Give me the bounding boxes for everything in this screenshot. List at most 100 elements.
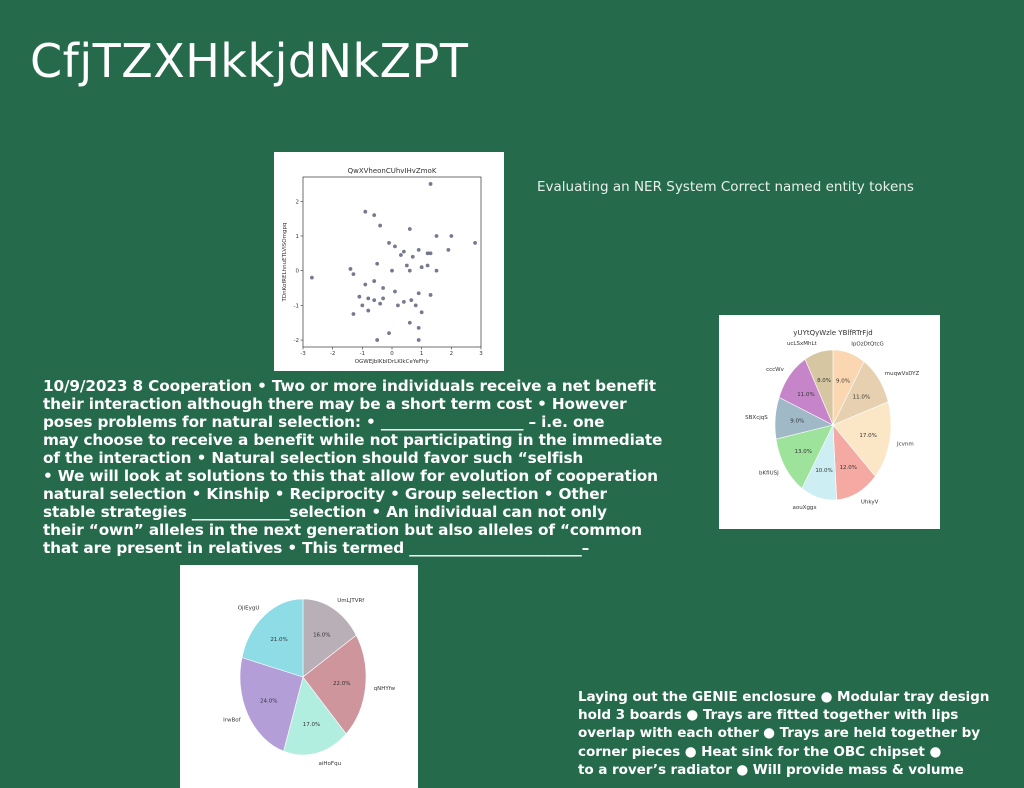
slice-percent-label: 10.0%: [815, 468, 832, 474]
paragraph-line: natural selection • Kinship • Reciprocit…: [43, 485, 607, 503]
scatter-point: [404, 263, 409, 268]
slice-category-label: IpOzDtQtcG: [851, 342, 884, 348]
scatter-point: [428, 251, 433, 256]
scatter-point: [387, 241, 391, 245]
scatter-point: [449, 234, 454, 238]
scatter-point: [419, 265, 424, 270]
scatter-point: [425, 263, 430, 268]
slice-category-label: Jcvnm: [896, 441, 914, 447]
paragraph-line: poses problems for natural selection: • …: [43, 413, 605, 431]
y-tick-label: 2: [296, 199, 300, 205]
x-tick-label: -2: [330, 351, 335, 357]
pie-chart-2: 16.0% UmLJTVRf 22.0% qNHYfw 17.0% aiHoFqu 24.0…: [223, 598, 396, 767]
slide-title: CfjTZXHkkjdNkZPT: [30, 34, 469, 88]
pie-chart-image-1: yUYtQyWzle YBlfRTrFjd 9.0% IpOzDtQtcG 11.0%…: [719, 315, 940, 529]
scatter-point: [360, 303, 365, 308]
scatter-point: [357, 294, 362, 299]
scatter-point: [416, 326, 421, 330]
slice-percent-label: 13.0%: [795, 449, 812, 455]
scatter-point: [419, 310, 424, 315]
x-tick-label: -1: [360, 351, 365, 357]
slice-percent-label: 12.0%: [840, 465, 857, 471]
scatter-point: [378, 301, 383, 306]
scatter-point: [413, 303, 418, 308]
x-tick-label: -3: [300, 351, 306, 357]
slice-percent-label: 17.0%: [303, 722, 320, 728]
scatter-point: [434, 234, 439, 238]
slice-category-label: bKfIUSJ: [759, 471, 779, 477]
pie-slice: [832, 401, 892, 477]
slice-percent-label: 16.0%: [313, 633, 330, 639]
scatter-point: [416, 291, 421, 296]
scatter-point: [401, 299, 406, 304]
scatter-point: [366, 296, 371, 301]
x-tick-label: 0: [390, 351, 394, 357]
x-tick-label: 2: [450, 351, 454, 357]
paragraph-line: to a rover’s radiator ● Will provide mas…: [578, 761, 964, 778]
scatter-point: [372, 298, 377, 303]
scatter-point: [409, 298, 414, 303]
scatter-point: [428, 293, 433, 297]
pie-slice: [302, 634, 367, 735]
slice-percent-label: 22.0%: [333, 681, 350, 687]
scatter-point: [381, 296, 385, 301]
paragraph-line: of the interaction • Natural selection s…: [43, 449, 584, 467]
scatter-point: [473, 241, 477, 245]
paragraph-line: stable strategies _____________selection…: [43, 503, 607, 521]
slice-category-label: qNHYfw: [374, 686, 396, 692]
slice-category-label: UmLJTVRf: [337, 598, 365, 604]
slice-percent-label: 9.0%: [836, 378, 850, 384]
slice-percent-label: 17.0%: [859, 433, 876, 439]
scatter-point: [375, 261, 380, 266]
y-tick-label: -2: [294, 338, 299, 344]
scatter-point: [378, 223, 383, 228]
slice-category-label: aiHoFqu: [319, 761, 342, 767]
x-tick-label: 1: [420, 351, 424, 357]
slice-percent-label: 11.0%: [797, 392, 814, 398]
paragraph-line: may choose to receive a benefit while no…: [43, 431, 663, 449]
scatter-point: [416, 338, 421, 342]
scatter-point: [407, 320, 412, 325]
scatter-point: [351, 312, 356, 316]
scatter-chart-image: QwXVheonCUhvIHvZmoK -3 -2 -1 0 1 2 3 -2 -1 0 1 2 OGWE…: [274, 152, 504, 371]
scatter-point: [410, 254, 415, 259]
pie-slice: [804, 349, 834, 426]
pie-chart-image-2: 16.0% UmLJTVRf 22.0% qNHYfw 17.0% aiHoFqu 24.0…: [180, 565, 418, 788]
scatter-point: [390, 268, 394, 273]
pie-slice: [775, 424, 834, 489]
pie-chart-1: yUYtQyWzle YBlfRTrFjd 9.0% IpOzDtQtcG 11.0%…: [745, 329, 920, 511]
scatter-point: [393, 244, 397, 249]
cooperation-paragraph: 10/9/2023 8 Cooperation • Two or more in…: [43, 377, 662, 557]
chart-title: QwXVheonCUhvIHvZmoK: [348, 167, 437, 175]
caption-text: Evaluating an NER System Correct named e…: [537, 179, 914, 195]
y-axis-label: TDnKofRELhnuETLVISOmgpq: [282, 223, 288, 303]
slice-percent-label: 24.0%: [260, 698, 277, 704]
slice-category-label: OjlEygU: [238, 605, 260, 611]
scatter-point: [396, 303, 400, 308]
scatter-point: [348, 267, 353, 271]
slice-category-label: UhkyV: [861, 500, 879, 506]
scatter-point: [393, 289, 397, 294]
scatter-point: [407, 268, 412, 273]
pie-slice: [241, 598, 304, 678]
slice-category-label: cccWv: [766, 367, 785, 373]
scatter-point: [363, 282, 368, 287]
slice-percent-label: 9.0%: [790, 419, 804, 425]
y-tick-label: -1: [294, 303, 299, 309]
y-tick-label: 0: [296, 269, 300, 275]
slice-category-label: muqwVsDYZ: [885, 371, 920, 377]
scatter-point: [446, 247, 451, 252]
scatter-point: [372, 213, 377, 218]
x-tick-label: 3: [479, 351, 483, 357]
scatter-point: [428, 182, 433, 186]
scatter-point: [399, 253, 403, 257]
paragraph-line: their “own” alleles in the next generati…: [43, 521, 642, 539]
paragraph-line: that are present in relatives • This ter…: [43, 539, 590, 557]
scatter-point: [351, 272, 356, 277]
slice-category-label: IrwBof: [223, 717, 242, 723]
scatter-chart: QwXVheonCUhvIHvZmoK -3 -2 -1 0 1 2 3 -2 -1 0 1 2 OGWE…: [282, 167, 483, 365]
scatter-point: [366, 308, 371, 313]
y-tick-label: 1: [296, 234, 300, 240]
scatter-point: [387, 331, 391, 336]
scatter-point: [407, 227, 412, 231]
